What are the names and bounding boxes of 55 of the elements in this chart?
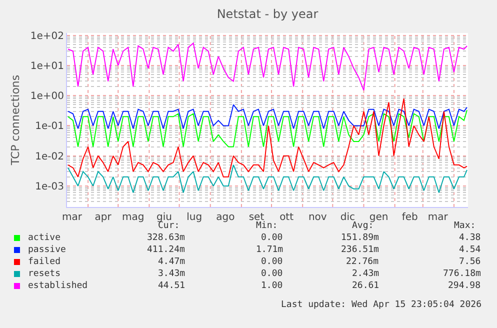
x-tick-label: mar bbox=[428, 212, 449, 223]
line-series bbox=[68, 98, 468, 178]
y-tick-label: 1e+02 bbox=[30, 30, 64, 42]
x-tick-label: giu bbox=[156, 212, 172, 223]
x-tick-label: apr bbox=[94, 212, 112, 223]
line-series bbox=[68, 164, 468, 194]
legend-label: resets bbox=[28, 269, 61, 279]
text: Last update: Wed Apr 15 23:05:04 2026 bbox=[281, 300, 482, 310]
legend-label: established bbox=[28, 281, 88, 291]
x-tick-label: ago bbox=[216, 212, 235, 223]
y-axis-title: TCP connections bbox=[9, 74, 22, 166]
text: Min: bbox=[256, 221, 278, 231]
x-tick-label: dic bbox=[340, 212, 356, 223]
text: 7.56 bbox=[459, 257, 481, 267]
text: Cur: bbox=[158, 221, 180, 231]
x-tick-label: feb bbox=[402, 212, 418, 223]
text: 236.51m bbox=[341, 245, 379, 255]
x-tick-label: gen bbox=[369, 212, 388, 223]
text: 0.00 bbox=[261, 269, 283, 279]
y-tick-label: 1e+00 bbox=[30, 91, 64, 102]
text: 22.76m bbox=[346, 257, 379, 267]
chart-title: Netstat - by year bbox=[216, 7, 318, 22]
legend-label: failed bbox=[28, 257, 61, 267]
text: 4.38 bbox=[459, 233, 481, 243]
x-tick-label: nov bbox=[308, 212, 327, 223]
text: 2.43m bbox=[352, 269, 380, 279]
text: 3.43m bbox=[158, 269, 186, 279]
text: 0.00 bbox=[261, 257, 283, 267]
legend-label: active bbox=[28, 233, 61, 243]
text: 328.63m bbox=[147, 233, 185, 243]
text: 151.89m bbox=[341, 233, 379, 243]
text: 411.24m bbox=[147, 245, 185, 255]
text: Max: bbox=[454, 221, 476, 231]
text: 0.00 bbox=[261, 233, 283, 243]
text: 4.54 bbox=[459, 245, 481, 255]
text: 44.51 bbox=[158, 281, 186, 291]
legend-label: passive bbox=[28, 245, 66, 255]
x-tick-label: ott bbox=[280, 212, 294, 223]
text: 26.61 bbox=[352, 281, 380, 291]
y-tick-label: 1e-03 bbox=[35, 181, 64, 192]
y-tick-label: 1e-02 bbox=[35, 151, 64, 162]
text: Avg: bbox=[352, 221, 374, 231]
x-tick-label: lug bbox=[186, 212, 202, 223]
line-series bbox=[68, 110, 468, 148]
text: 1.71m bbox=[256, 245, 284, 255]
text: 294.98 bbox=[448, 281, 481, 291]
x-tick-label: mag bbox=[122, 212, 144, 223]
text: 4.47m bbox=[158, 257, 186, 267]
y-tick-label: 1e+01 bbox=[30, 61, 64, 72]
text: 1.00 bbox=[261, 281, 283, 291]
y-tick-label: 1e-01 bbox=[35, 121, 64, 132]
x-tick-label: mar bbox=[62, 212, 83, 223]
line-series bbox=[68, 104, 468, 130]
line-series bbox=[68, 42, 468, 91]
text: 776.18m bbox=[443, 269, 481, 279]
